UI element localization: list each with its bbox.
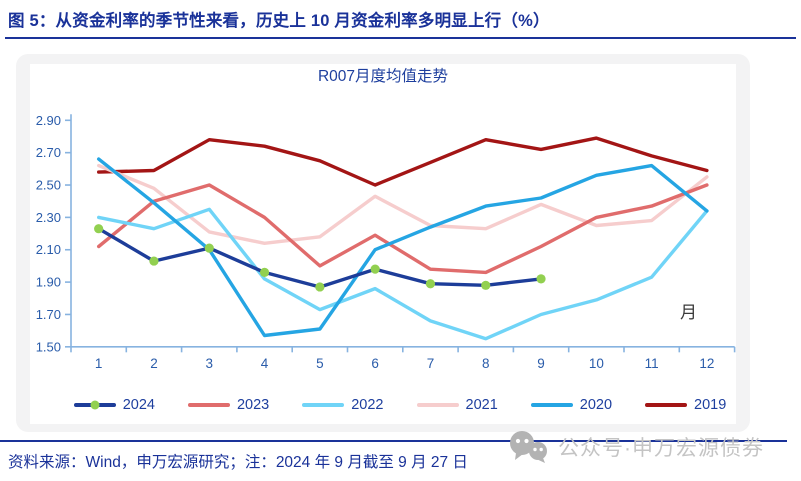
series-marker-2024 [370,264,380,274]
legend-swatch-2020 [530,403,573,407]
legend-label-2024: 2024 [122,397,155,413]
legend-item-2022: 2022 [302,397,384,413]
x-tick-label: 12 [699,356,714,371]
x-tick-label: 6 [371,356,379,371]
legend-swatch-2024 [73,400,116,410]
x-tick-label: 2 [150,356,158,371]
x-tick-label: 8 [482,356,490,371]
source-note: 资料来源：Wind，申万宏源研究；注：2024 年 9 月截至 9 月 27 日 [8,454,468,471]
series-marker-2024 [94,224,104,234]
x-tick-label: 5 [316,356,324,371]
caption-underline [5,37,796,40]
x-tick-label: 1 [95,356,103,371]
series-marker-2024 [481,280,491,290]
series-line-2021 [96,163,709,246]
watermark: 公众号·申万宏源债券 [508,430,764,464]
x-tick-label: 3 [205,356,213,371]
legend-item-2023: 2023 [187,397,270,413]
y-tick-label: 1.90 [36,275,61,290]
legend-item-2019: 2019 [645,397,726,413]
y-tick-label: 2.30 [36,210,61,225]
series-line-2020 [96,157,709,338]
figure-caption: 图 5：从资金利率的季节性来看，历史上 10 月资金利率多明显上行（%） [8,12,550,30]
series-marker-2024 [204,243,214,253]
legend-swatch-2022 [302,403,345,407]
figure-bottom-rule [0,440,787,443]
chart-legend: 2024 2023 2022 2021 2020 2019 [60,393,740,417]
y-tick-label: 2.90 [36,113,61,128]
y-tick-label: 2.10 [36,242,61,257]
legend-swatch-2021 [416,403,459,407]
legend-label-2019: 2019 [694,397,727,413]
y-tick-label: 1.50 [36,339,61,354]
x-tick-label: 4 [261,356,269,371]
x-tick-label: 11 [645,356,659,371]
x-tick-label: 7 [427,356,435,371]
y-tick-label: 1.70 [36,307,61,322]
legend-label-2022: 2022 [351,397,384,413]
series-marker-2024 [149,256,159,266]
x-tick-label: 10 [589,356,604,371]
series-marker-2024 [536,274,546,284]
series-line-2022 [96,207,709,341]
legend-item-2021: 2021 [416,397,498,413]
legend-item-2020: 2020 [530,397,613,413]
wechat-bubbles-icon [510,431,547,463]
x-tick-label: 9 [537,356,545,371]
y-tick-label: 2.70 [36,145,61,160]
watermark-text: 公众号·申万宏源债券 [558,437,764,460]
legend-swatch-2019 [645,403,688,407]
series-marker-2024 [259,267,270,277]
y-tick-label: 2.50 [36,178,61,193]
legend-label-2020: 2020 [579,397,613,413]
chart-title: R007月度均值走势 [317,68,449,85]
line-chart: 1.501.701.902.102.302.502.702.901 2 3 4 5 6 7 8… [36,113,736,371]
series-line-2019 [96,136,709,187]
series-line-2023 [96,183,709,275]
legend-marker-dot [90,400,100,410]
x-axis-unit-label: 月 [680,303,697,322]
series-marker-2024 [315,282,325,292]
legend-label-2021: 2021 [465,397,498,413]
series-marker-2024 [425,279,436,289]
legend-label-2023: 2023 [236,397,270,413]
legend-item-2024: 2024 [73,397,155,413]
chart-background [30,64,736,424]
legend-swatch-2023 [187,403,230,407]
